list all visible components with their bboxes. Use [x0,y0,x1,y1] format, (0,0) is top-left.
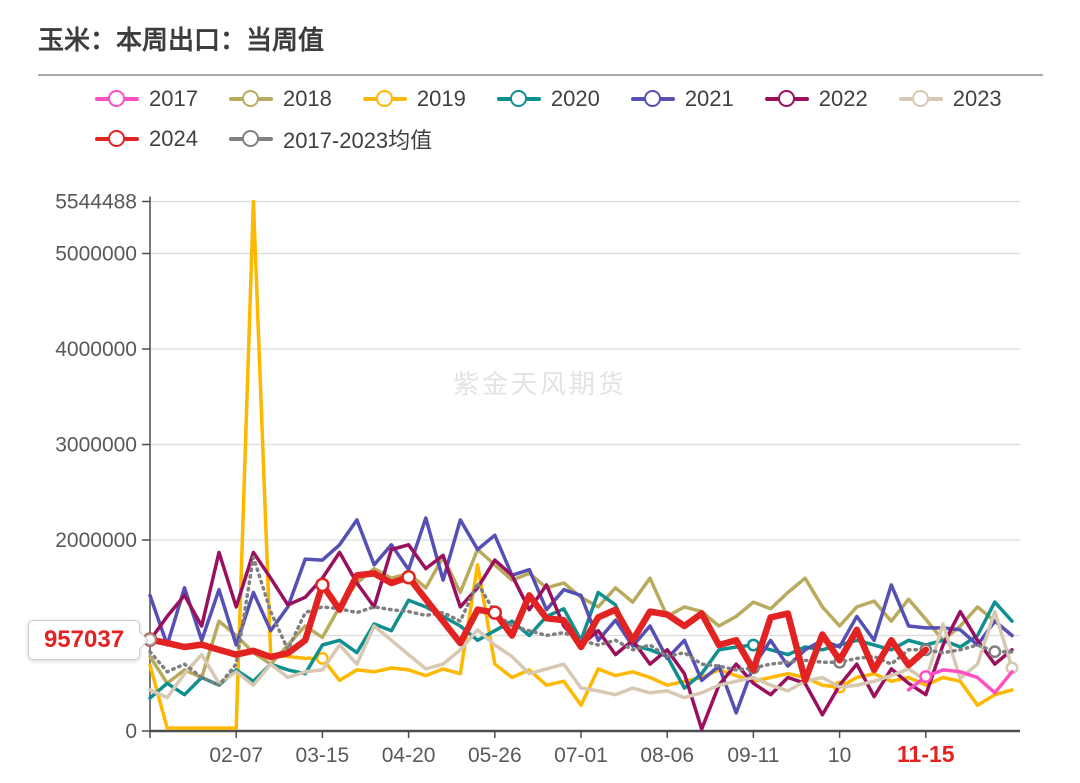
legend-item-2017-2023-[interactable]: 2017-2023均值 [228,124,433,154]
x-tick-label: 10 [828,744,851,767]
x-tick-label: 09-11 [727,744,779,767]
legend-line-circle-icon [95,130,139,148]
legend-label: 2024 [149,126,198,151]
y-tick-label: 0 [125,720,137,743]
series-marker-2017-2023- [988,645,1002,659]
x-tick-label: 03-15 [296,744,350,767]
series-line-2021 [148,516,1014,715]
series-line-2024 [146,570,930,684]
legend-item-2020[interactable]: 2020 [496,84,600,114]
legend-item-2021[interactable]: 2021 [630,84,734,114]
y-tick-label: 4000000 [55,338,137,361]
legend-label: 2017 [149,86,198,111]
y-tick-label: 3000000 [55,434,137,457]
legend-label: 2017-2023均值 [282,128,433,153]
legend-item-2023[interactable]: 2023 [898,84,1002,114]
callout-value: 957037 [43,625,125,653]
x-tick-label: 08-06 [640,744,694,767]
x-tick-label: 02-07 [209,744,263,767]
legend-line-circle-icon [496,90,541,108]
legend-line-circle-icon [898,90,943,108]
legend-label: 2022 [818,86,868,111]
legend-line-circle-icon [764,90,809,108]
legend-item-2018[interactable]: 2018 [228,84,332,114]
legend-label: 2020 [550,86,600,111]
x-tick-label: 07-01 [554,744,608,767]
legend-label: 2023 [952,86,1002,111]
legend-item-2022[interactable]: 2022 [764,84,868,114]
y-tick-label: 2000000 [55,529,137,552]
legend-item-2024[interactable]: 2024 [95,124,198,154]
legend-label: 2018 [282,86,332,111]
series-marker-2024 [487,605,503,620]
page-title: 玉米：本周出口：当周值 [38,26,325,55]
legend-line-circle-icon [362,90,407,108]
series-marker-2017 [919,670,933,684]
x-tick-label: 05-26 [468,744,522,767]
legend-label: 2019 [416,86,466,111]
title-divider [38,74,1043,76]
series-line-2019 [148,199,1014,730]
legend-line-circle-icon [95,90,139,108]
legend-label: 2021 [684,86,734,111]
chart-legend: 2017 2018 2019 2020 2021 2022 2023 2024 2017-202… [95,84,1035,154]
series-line-2023 [148,609,1014,700]
series-marker-2019 [315,651,329,665]
legend-line-circle-icon [228,90,273,108]
y-tick-label: 5000000 [55,243,137,266]
legend-item-2019[interactable]: 2019 [362,84,466,114]
x-tick-label: 04-20 [382,744,436,767]
series-marker-2024 [315,577,330,593]
legend-line-circle-icon [228,130,273,148]
y-tick-label: 5544488 [55,191,137,214]
latest-value-callout: 957037 [28,619,149,660]
x-tick-label-highlight: 11-15 [897,741,955,767]
legend-line-circle-icon [630,90,675,108]
legend-item-2017[interactable]: 2017 [95,84,198,114]
series-marker-2024 [401,569,416,585]
